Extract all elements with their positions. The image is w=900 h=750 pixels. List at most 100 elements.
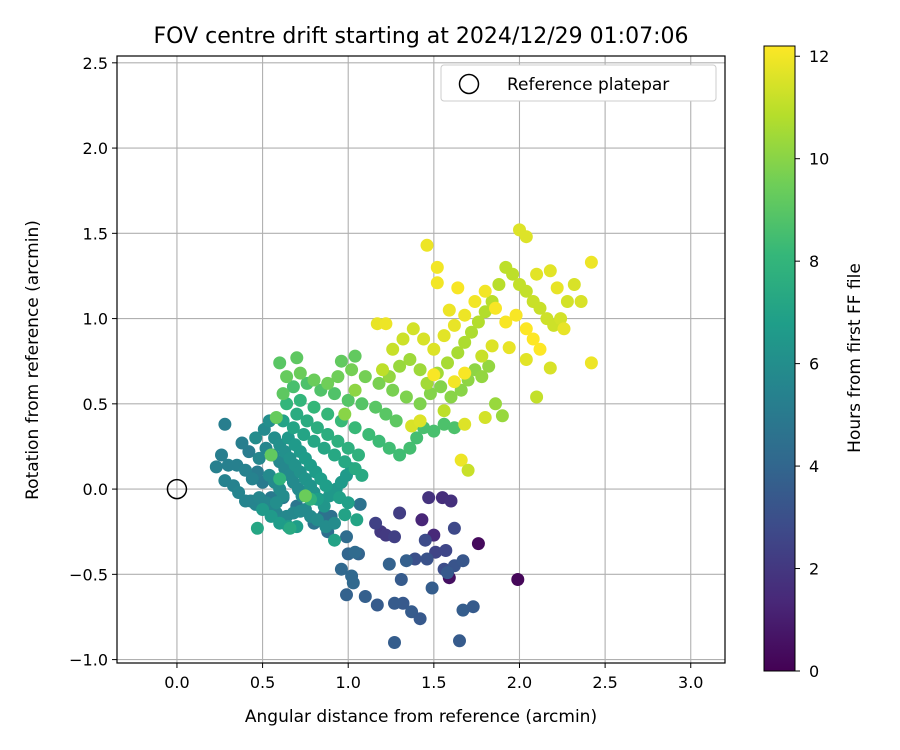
data-point (334, 562, 348, 576)
data-point (245, 472, 259, 486)
data-point (372, 434, 386, 448)
data-point (298, 489, 312, 503)
data-point (423, 387, 437, 401)
data-point (533, 342, 547, 356)
data-point (283, 521, 297, 535)
data-point (382, 557, 396, 571)
data-point (478, 284, 492, 298)
data-point (442, 303, 456, 317)
data-point (403, 353, 417, 366)
data-point (250, 521, 264, 535)
data-point (530, 390, 544, 404)
data-point (362, 428, 376, 441)
reference-platepar-marker (166, 478, 188, 500)
data-point (430, 276, 444, 290)
data-point (482, 359, 496, 373)
grid (117, 56, 725, 663)
data-point (437, 417, 451, 431)
data-point (444, 390, 458, 404)
data-point (550, 281, 564, 295)
data-point (328, 533, 341, 547)
data-point (341, 496, 355, 510)
data-point (235, 436, 249, 450)
data-point (415, 513, 429, 527)
data-point (471, 315, 485, 329)
plot-frame (116, 55, 726, 664)
data-point (393, 448, 407, 462)
y-tick-label: −1.0 (69, 651, 108, 670)
data-point (331, 370, 345, 384)
data-point (417, 332, 431, 346)
data-point (427, 368, 441, 382)
data-point (321, 407, 335, 421)
data-point (345, 363, 359, 377)
data-point (533, 301, 547, 315)
data-point (252, 451, 266, 465)
data-point (437, 404, 451, 418)
data-point (348, 383, 362, 397)
data-point (300, 414, 314, 428)
legend-entry-label: Reference platepar (507, 75, 669, 95)
colorbar-tick-label: 8 (809, 252, 819, 271)
data-point (334, 354, 348, 368)
data-point (519, 284, 533, 298)
x-tick-label: 3.0 (678, 673, 703, 692)
data-point (348, 545, 362, 559)
data-point (492, 278, 506, 291)
chart-title: FOV centre drift starting at 2024/12/29 … (154, 24, 689, 49)
data-point (475, 349, 489, 363)
data-point (249, 431, 263, 445)
data-point (447, 421, 461, 435)
data-point (441, 356, 454, 370)
data-point (454, 453, 468, 467)
data-point (420, 552, 434, 566)
data-point (386, 342, 400, 356)
data-point (475, 370, 489, 384)
data-point (465, 325, 478, 339)
data-point (382, 441, 396, 455)
data-point (297, 428, 311, 441)
data-point (290, 407, 304, 421)
data-point (468, 295, 482, 308)
data-point (321, 376, 335, 390)
data-point (310, 421, 324, 435)
data-point (321, 428, 335, 441)
colorbar-tick-label: 4 (809, 457, 819, 476)
data-point (264, 448, 278, 462)
data-point (543, 264, 557, 278)
data-point (341, 441, 355, 455)
data-point (560, 295, 574, 308)
y-axis-ticks: −1.0 −0.5 0.0 0.5 1.0 1.5 2.0 2.5 (69, 54, 117, 670)
data-point (456, 554, 470, 568)
data-point (461, 463, 475, 477)
y-axis-label: Rotation from reference (arcmin) (23, 220, 43, 500)
data-point (499, 315, 513, 329)
data-point (427, 342, 441, 356)
data-point (413, 414, 427, 428)
data-point (403, 441, 417, 455)
data-point (567, 278, 581, 291)
x-tick-label: 1.5 (421, 673, 446, 692)
data-point (346, 576, 360, 590)
data-point (396, 332, 410, 346)
colorbar-label: Hours from first FF file (845, 263, 865, 453)
colorbar-tick-label: 2 (809, 560, 819, 579)
data-points (166, 223, 598, 649)
data-point (340, 588, 353, 602)
x-axis-ticks: 0.0 0.5 1.0 1.5 2.0 2.5 3.0 (164, 663, 703, 692)
data-point (317, 441, 331, 455)
colorbar: 0 2 4 6 8 10 12 Hours from first FF file (763, 45, 865, 681)
data-point (286, 421, 300, 435)
y-tick-label: 2.5 (83, 54, 108, 73)
data-point (422, 491, 436, 505)
data-point (530, 267, 544, 281)
x-tick-label: 1.0 (335, 673, 360, 692)
data-point (307, 400, 321, 414)
data-point (388, 596, 401, 610)
data-point (328, 448, 341, 462)
data-point (280, 370, 294, 384)
data-point (478, 411, 492, 424)
data-point (393, 506, 407, 520)
data-point (410, 431, 424, 445)
